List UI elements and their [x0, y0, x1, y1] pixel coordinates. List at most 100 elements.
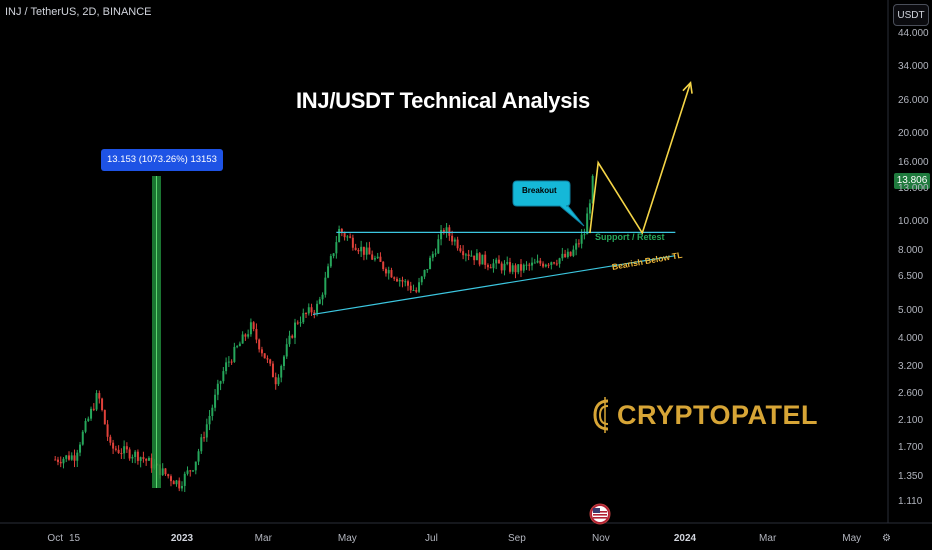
price-tick-label: 1.700: [898, 441, 924, 453]
candle: [500, 261, 503, 274]
candle: [555, 259, 558, 266]
candle-series: [54, 174, 594, 493]
candle: [181, 481, 183, 492]
candle: [324, 271, 327, 298]
price-tick-label: 44.000: [898, 28, 929, 39]
price-tick-label: 5.000: [898, 304, 924, 316]
candle: [172, 480, 175, 485]
currency-button[interactable]: USDT: [893, 4, 929, 26]
candle: [216, 379, 219, 401]
candle: [236, 345, 239, 349]
candle: [338, 225, 341, 243]
candle: [244, 333, 247, 341]
time-tick-label: Oct: [47, 533, 63, 544]
price-tick-label: 16.000: [898, 156, 929, 168]
candle: [260, 346, 263, 357]
candle: [569, 251, 572, 257]
candle: [200, 433, 203, 454]
candle: [233, 342, 236, 363]
candle: [288, 330, 291, 347]
support-retest-label: Support / Retest: [595, 232, 665, 242]
price-tick-label: 6.500: [898, 271, 924, 283]
candle: [420, 275, 423, 286]
candle: [492, 258, 495, 273]
us-flag-icon[interactable]: [589, 503, 611, 525]
candle: [536, 254, 539, 264]
candle: [351, 234, 354, 251]
candle: [227, 356, 230, 368]
candle: [371, 250, 374, 261]
candle: [354, 243, 357, 251]
candle: [161, 463, 164, 476]
candle: [481, 254, 484, 265]
candle: [59, 456, 62, 468]
candle: [467, 249, 470, 261]
time-tick-label: Nov: [592, 533, 610, 544]
candle: [109, 434, 112, 446]
candle: [117, 445, 120, 454]
candle: [219, 380, 222, 391]
candle: [249, 318, 252, 337]
cryptopatel-logo: CRYPTOPATEL: [592, 395, 818, 435]
candle: [92, 403, 95, 412]
candle: [214, 389, 217, 412]
candle: [558, 257, 561, 268]
candle: [415, 287, 418, 294]
candle: [178, 477, 181, 492]
candle: [79, 441, 82, 457]
candle: [120, 448, 123, 459]
candle: [437, 234, 440, 254]
candle: [131, 454, 134, 463]
candle: [54, 456, 57, 461]
candle: [114, 445, 117, 452]
candle: [169, 474, 172, 487]
symbol-info: INJ / TetherUS, 2D, BINANCE: [5, 6, 152, 18]
candle: [453, 237, 456, 246]
candle: [76, 449, 79, 467]
candle: [183, 471, 186, 493]
candle: [531, 257, 534, 271]
candle: [412, 284, 415, 292]
candle: [349, 233, 352, 239]
candle: [401, 276, 404, 288]
candle: [280, 364, 283, 383]
candle: [434, 248, 437, 257]
candle: [247, 329, 250, 339]
candle: [62, 457, 65, 469]
candle: [495, 257, 498, 270]
candle: [462, 245, 465, 260]
candle: [517, 264, 520, 275]
candle: [533, 258, 536, 264]
candle: [205, 418, 208, 442]
candle: [528, 262, 531, 271]
time-tick-label: Sep: [507, 533, 526, 544]
candle: [442, 228, 445, 235]
candle: [486, 263, 489, 271]
candle: [192, 469, 195, 473]
price-tick-label: 1.350: [898, 471, 924, 483]
settings-icon[interactable]: ⚙: [882, 533, 891, 544]
candle: [577, 239, 580, 248]
candle: [125, 442, 128, 453]
candle: [197, 448, 200, 466]
projection-arrow-head: [682, 80, 693, 94]
candle: [539, 257, 542, 266]
candle: [566, 248, 569, 259]
candle: [514, 263, 517, 279]
price-tick-label: 8.000: [898, 244, 924, 256]
candle: [194, 461, 197, 475]
candle: [134, 450, 137, 464]
candle: [503, 260, 506, 276]
candle: [255, 323, 258, 344]
candle: [294, 318, 297, 345]
candle: [101, 397, 104, 412]
candle: [258, 338, 261, 353]
candle: [544, 263, 547, 268]
time-tick-label: Jul: [425, 533, 438, 544]
candle: [106, 420, 109, 441]
candle: [583, 228, 586, 240]
candle: [225, 357, 228, 375]
candle: [373, 255, 376, 262]
candle: [390, 267, 393, 278]
